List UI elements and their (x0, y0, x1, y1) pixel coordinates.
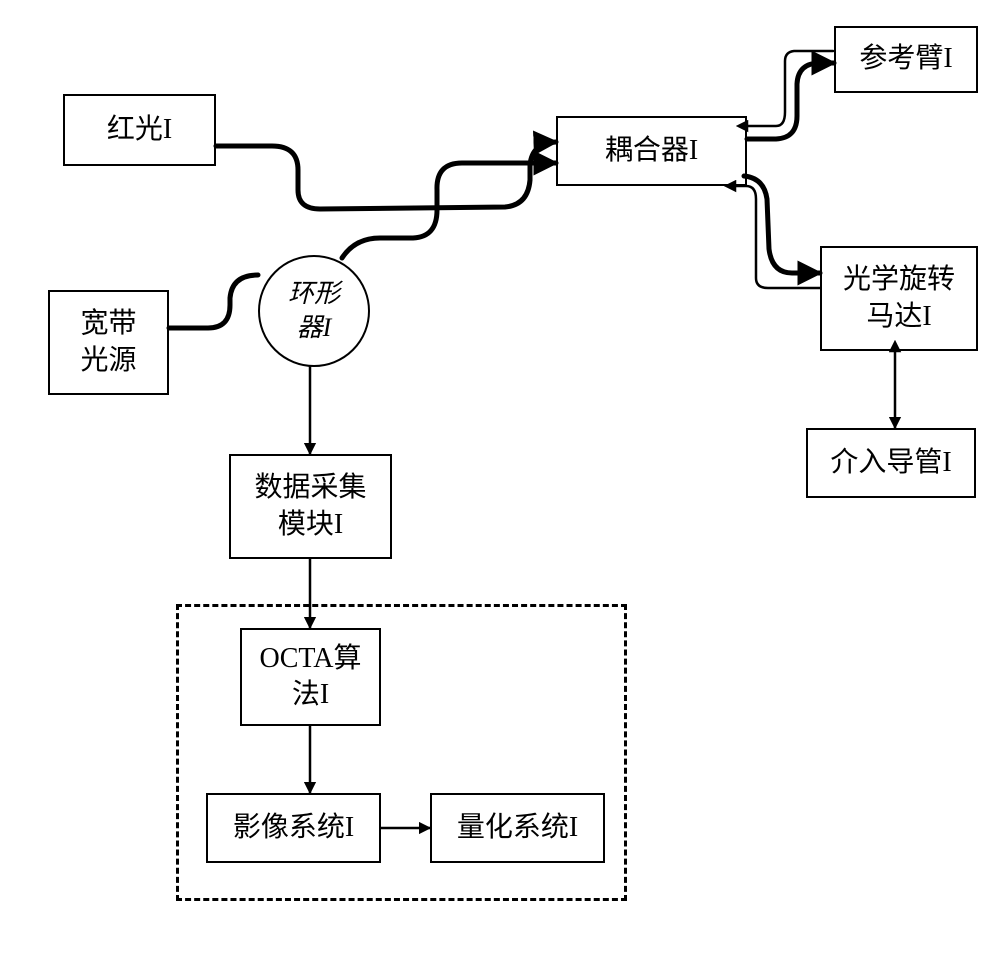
edge-motor-to-coupler-back (735, 186, 820, 288)
node-broadband: 宽带光源 (48, 290, 169, 395)
node-red-light: 红光I (63, 94, 216, 166)
edge-coupler-to-motor-out (744, 176, 820, 273)
node-quantification-system: 量化系统I (430, 793, 605, 863)
edge-coupler-to-refarm-out (747, 63, 834, 139)
node-octa-algorithm: OCTA算法I (240, 628, 381, 726)
edge-circ-to-coupler (342, 163, 556, 258)
node-data-acquisition: 数据采集模块I (229, 454, 392, 559)
edge-refarm-to-coupler-back (747, 51, 833, 126)
node-circulator: 环形器I (258, 255, 370, 367)
edge-redlight-to-coupler (216, 142, 556, 209)
node-coupler: 耦合器I (556, 116, 747, 186)
node-rotation-motor: 光学旋转马达I (820, 246, 978, 351)
node-catheter: 介入导管I (806, 428, 976, 498)
node-reference-arm: 参考臂I (834, 26, 978, 93)
node-imaging-system: 影像系统I (206, 793, 381, 863)
edge-broadband-to-circ (169, 275, 258, 328)
